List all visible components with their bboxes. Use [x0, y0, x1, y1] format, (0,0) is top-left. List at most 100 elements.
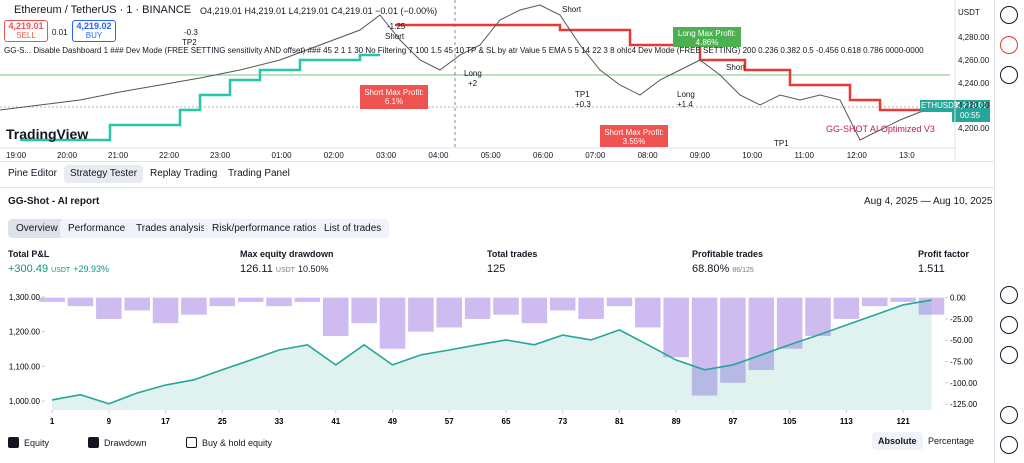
annotation: Long: [677, 90, 695, 99]
checkbox[interactable]: [8, 437, 19, 448]
annotation: Short: [726, 63, 746, 72]
time-label: 11:00: [794, 151, 814, 160]
drawdown-bar: [635, 297, 661, 328]
drawdown-bar: [464, 297, 491, 319]
y2-tick-label: -50.00: [950, 336, 973, 345]
tab[interactable]: Pine Editor: [8, 168, 57, 179]
toolbar-icon[interactable]: [1000, 406, 1018, 424]
value: 126.11: [240, 263, 273, 275]
toolbar-icon[interactable]: [1000, 346, 1018, 364]
y-tick-label: 1,100.00: [9, 362, 41, 371]
annotation: TP2: [182, 38, 197, 47]
time-label: 02:00: [323, 151, 344, 160]
indicator-line: GG-S... Disable Dashboard 1 ### Dev Mode…: [4, 46, 924, 55]
x-tick-label: 113: [840, 417, 853, 426]
subtab[interactable]: List of trades: [316, 219, 390, 238]
price-label: 4,240.00: [958, 78, 990, 88]
checkbox[interactable]: [186, 437, 197, 448]
extra: 86/125: [732, 267, 754, 274]
tab[interactable]: Replay Trading: [150, 168, 218, 179]
tab[interactable]: Strategy Tester: [64, 165, 144, 183]
profit-value: 6.1%: [384, 97, 404, 106]
x-tick-label: 89: [672, 417, 681, 426]
time-label: 03:00: [376, 151, 397, 160]
value: +300.49: [8, 263, 49, 275]
drawdown-bar: [549, 297, 576, 311]
x-tick-label: 1: [50, 417, 55, 426]
subtab[interactable]: Performance: [60, 219, 134, 238]
countdown: 00:55: [960, 111, 981, 120]
drawdown-bar: [408, 297, 434, 332]
drawdown-bar: [39, 297, 65, 302]
x-tick-label: 49: [388, 417, 397, 426]
time-label: 13:0: [899, 151, 915, 160]
sell-price: 4,219.01: [8, 21, 44, 31]
toolbar-icon[interactable]: [1000, 286, 1018, 304]
subtab[interactable]: Overview: [8, 219, 66, 238]
drawdown-bar: [266, 297, 292, 307]
drawdown-bar: [67, 297, 94, 307]
buy-price: 4,219.02: [76, 21, 112, 31]
spread: 0.01: [52, 28, 68, 37]
value: 68.80%: [692, 263, 730, 275]
price-label: 4,200.00: [958, 124, 990, 134]
drawdown-bar: [181, 297, 207, 315]
toolbar-icon[interactable]: [1000, 36, 1018, 54]
time-label: 21:00: [108, 151, 129, 160]
tab[interactable]: Trading Panel: [228, 168, 290, 179]
logo: TradingView: [6, 126, 89, 142]
annotation: -0.3: [184, 28, 198, 37]
toolbar-icon[interactable]: [1000, 6, 1018, 24]
annotation: +1.4: [677, 100, 693, 109]
toolbar-icon[interactable]: [1000, 316, 1018, 334]
x-tick-label: 33: [275, 417, 284, 426]
metric-value: 68.80% 86/125: [692, 263, 754, 275]
legend-entry: Buy & hold equity: [202, 438, 273, 448]
chart-bg: [0, 0, 995, 162]
time-label: 19:00: [6, 151, 27, 160]
drawdown-bar: [776, 297, 803, 349]
drawdown-bar: [323, 297, 349, 336]
toggle[interactable]: Absolute: [872, 432, 923, 450]
equity-chart: 1,000.00 1,100.00 1,200.00 1,300.00 0.00 -25.…: [9, 293, 978, 426]
ohlc: O4,219.01 H4,219.01 L4,219.01 C4,219.01 …: [200, 6, 438, 16]
time-label: 01:00: [271, 151, 292, 160]
checkbox[interactable]: [88, 437, 99, 448]
time-label: 04:00: [428, 151, 449, 160]
drawdown-bar: [578, 297, 604, 319]
legend-entry: Drawdown: [104, 438, 147, 448]
y2-tick-label: 0.00: [950, 294, 966, 303]
symbol: Ethereum / TetherUS · 1 · BINANCE: [14, 4, 192, 16]
time-label: 20:00: [57, 151, 78, 160]
report-title: GG-Shot - AI report: [8, 196, 100, 207]
date-range[interactable]: Aug 4, 2025 — Aug 10, 2025: [864, 196, 993, 207]
y-tick-label: 1,200.00: [9, 328, 41, 337]
x-tick-label: 81: [615, 417, 624, 426]
drawdown-bar: [890, 297, 916, 302]
toggle[interactable]: Percentage: [928, 436, 975, 446]
profit-label: Long Max Profit: 4.86%: [673, 29, 741, 47]
drawdown-bar: [493, 297, 519, 315]
metric-title: Profitable trades: [692, 249, 764, 259]
divider: [0, 187, 994, 188]
label-box: [673, 27, 741, 47]
label-box: [952, 100, 990, 122]
time-label: 07:00: [585, 151, 606, 160]
subtab[interactable]: Trades analysis: [128, 219, 214, 238]
annotation: Short: [385, 32, 405, 41]
time-label: 10:00: [742, 151, 763, 160]
price-label: 4,280.00: [958, 33, 990, 42]
toolbar-icon[interactable]: [1000, 436, 1018, 454]
annotation: Long: [464, 69, 482, 78]
y-tick-label: 1,300.00: [9, 293, 41, 302]
subtab[interactable]: Risk/performance ratios: [204, 219, 326, 238]
y2-tick-label: -25.00: [950, 315, 973, 324]
toolbar-icon[interactable]: [1000, 66, 1018, 84]
buy-button[interactable]: 4,219.02 BUY: [72, 20, 116, 42]
drawdown-bar: [152, 297, 179, 324]
sell-button[interactable]: 4,219.01 SELL: [4, 20, 48, 42]
time-label: 22:00: [159, 151, 180, 160]
equity-area: [52, 300, 932, 410]
time-label: 09:00: [689, 151, 710, 160]
